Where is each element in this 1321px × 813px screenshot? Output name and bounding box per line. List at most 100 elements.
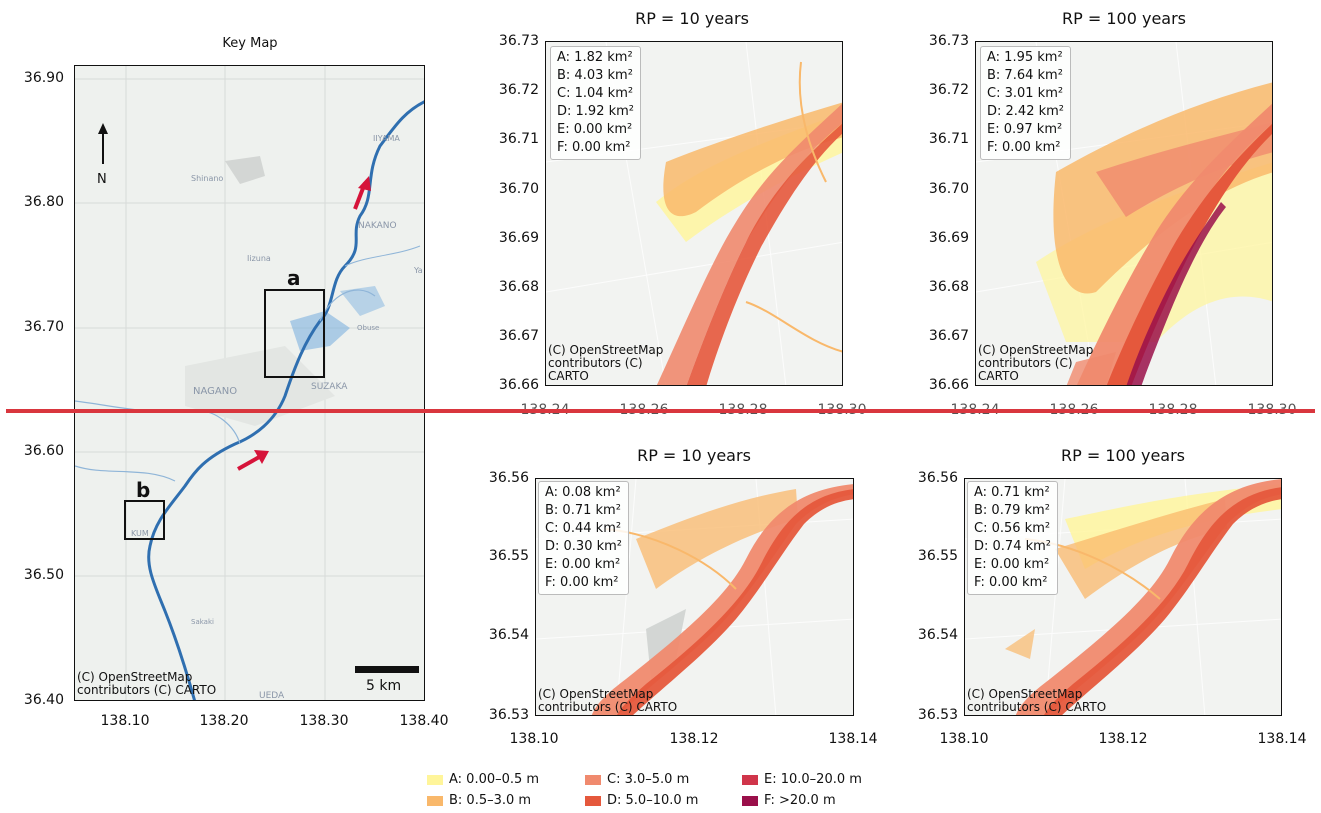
stat-line: F: 0.00 km² [987,140,1061,155]
scale-bar-label: 5 km [366,678,402,694]
panel-title: RP = 100 years [1062,9,1186,28]
panel-ytick: 36.73 [498,33,539,49]
legend-swatch [585,795,601,806]
panel-ytick: 36.70 [928,181,969,197]
stat-line: A: 0.71 km² [974,485,1050,500]
flood-map-a-rp100-svg [976,42,1272,385]
stat-line: F: 0.00 km² [557,140,631,155]
legend-swatch [585,774,601,785]
panel-ytick: 36.54 [917,627,958,643]
stat-line: A: 1.95 km² [987,50,1063,65]
panel-ytick: 36.69 [498,230,539,246]
panel-ytick: 36.72 [498,82,539,98]
legend-item: A: 0.00–0.5 m [427,772,539,787]
panel-ytick: 36.71 [498,131,539,147]
legend-swatch [742,774,758,785]
area-stats-box: A: 1.95 km² B: 7.64 km² C: 3.01 km² D: 2… [980,46,1072,160]
legend-label: E: 10.0–20.0 m [764,772,862,787]
panel-xtick: 138.10 [509,731,559,747]
legend-item: E: 10.0–20.0 m [742,772,862,787]
panel-ytick: 36.66 [498,377,539,393]
stat-line: B: 0.71 km² [545,503,621,518]
map-credit: (C) OpenStreetMap contributors (C) CARTO [978,344,1093,383]
panel-ytick: 36.68 [928,279,969,295]
area-stats-box: A: 1.82 km² B: 4.03 km² C: 1.04 km² D: 1… [550,46,642,160]
stat-line: F: 0.00 km² [545,575,619,590]
stat-line: B: 0.79 km² [974,503,1050,518]
legend-label: C: 3.0–5.0 m [607,772,690,787]
panel-ytick: 36.72 [928,82,969,98]
legend-label: F: >20.0 m [764,793,836,808]
panel-ytick: 36.69 [928,230,969,246]
place-label-iiyama: IIYAMA [373,134,400,143]
flood-map-panel: A: 0.08 km² B: 0.71 km² C: 0.44 km² D: 0… [535,478,854,716]
stat-line: E: 0.00 km² [974,557,1050,572]
key-map-panel: N IIYAMA Shinano NAKANO Iizuna Obuse NAG… [74,65,425,701]
key-map-svg [75,66,424,700]
panel-ytick: 36.55 [917,548,958,564]
panel-xtick: 138.14 [828,731,878,747]
legend-label: B: 0.5–3.0 m [449,793,532,808]
key-map-ytick: 36.60 [23,443,64,459]
key-map-ytick: 36.50 [23,567,64,583]
panel-ytick: 36.56 [488,470,529,486]
stat-line: D: 1.92 km² [557,104,635,119]
stat-line: E: 0.97 km² [987,122,1063,137]
panel-xtick: 138.14 [1257,731,1307,747]
credit-line: contributors (C) [548,356,643,370]
key-map-credit: (C) OpenStreetMap contributors (C) CARTO [77,670,217,697]
panel-xtick: 138.10 [939,731,989,747]
stat-line: B: 7.64 km² [987,68,1063,83]
key-map-ytick: 36.40 [23,692,64,708]
stat-line: C: 0.44 km² [545,521,622,536]
credit-line: CARTO [978,369,1019,383]
flood-map-panel: A: 1.95 km² B: 7.64 km² C: 3.01 km² D: 2… [975,41,1273,386]
key-map-ytick: 36.80 [23,194,64,210]
panel-xtick: 138.12 [669,731,719,747]
panel-title: RP = 100 years [1061,446,1185,465]
credit-line: contributors (C) CARTO [967,700,1107,714]
panel-xtick: 138.12 [1098,731,1148,747]
area-stats-box: A: 0.08 km² B: 0.71 km² C: 0.44 km² D: 0… [538,481,630,595]
key-map-xtick: 138.10 [100,713,150,729]
key-map-title: Key Map [222,36,278,51]
legend-label: D: 5.0–10.0 m [607,793,699,808]
stat-line: C: 1.04 km² [557,86,634,101]
legend-item: C: 3.0–5.0 m [585,772,689,787]
credit-line: (C) OpenStreetMap [538,687,654,701]
map-credit: (C) OpenStreetMap contributors (C) CARTO [538,688,677,714]
place-label-kum: KUM [131,529,149,538]
place-label-suzaka: SUZAKA [311,382,348,392]
stat-line: A: 0.08 km² [545,485,621,500]
panel-ytick: 36.54 [488,627,529,643]
credit-line: (C) OpenStreetMap [978,343,1094,357]
panel-ytick: 36.66 [928,377,969,393]
legend-swatch [427,795,443,806]
panel-ytick: 36.67 [498,328,539,344]
key-map-xtick: 138.40 [399,713,449,729]
panel-ytick: 36.67 [928,328,969,344]
key-map-xtick: 138.30 [299,713,349,729]
place-label-nagano: NAGANO [193,386,238,397]
map-credit: (C) OpenStreetMap contributors (C) CARTO [967,688,1106,714]
stat-line: F: 0.00 km² [974,575,1048,590]
key-map-ytick: 36.70 [23,319,64,335]
legend-swatch [427,774,443,785]
stat-line: B: 4.03 km² [557,68,633,83]
panel-ytick: 36.71 [928,131,969,147]
legend-item: D: 5.0–10.0 m [585,793,698,808]
place-label-obuse: Obuse [357,324,380,332]
credit-line: (C) OpenStreetMap [967,687,1083,701]
stat-line: A: 1.82 km² [557,50,633,65]
stat-line: D: 0.74 km² [974,539,1052,554]
flood-map-panel: A: 1.82 km² B: 4.03 km² C: 1.04 km² D: 1… [545,41,843,386]
panel-ytick: 36.68 [498,279,539,295]
stat-line: D: 2.42 km² [987,104,1065,119]
box-a-label: a [287,266,301,290]
divider-line [6,409,1315,413]
credit-line: contributors (C) CARTO [538,700,678,714]
panel-ytick: 36.56 [917,470,958,486]
place-label-sakaki: Sakaki [191,618,214,626]
panel-ytick: 36.53 [488,707,529,723]
place-label-shinano: Shinano [191,174,224,183]
